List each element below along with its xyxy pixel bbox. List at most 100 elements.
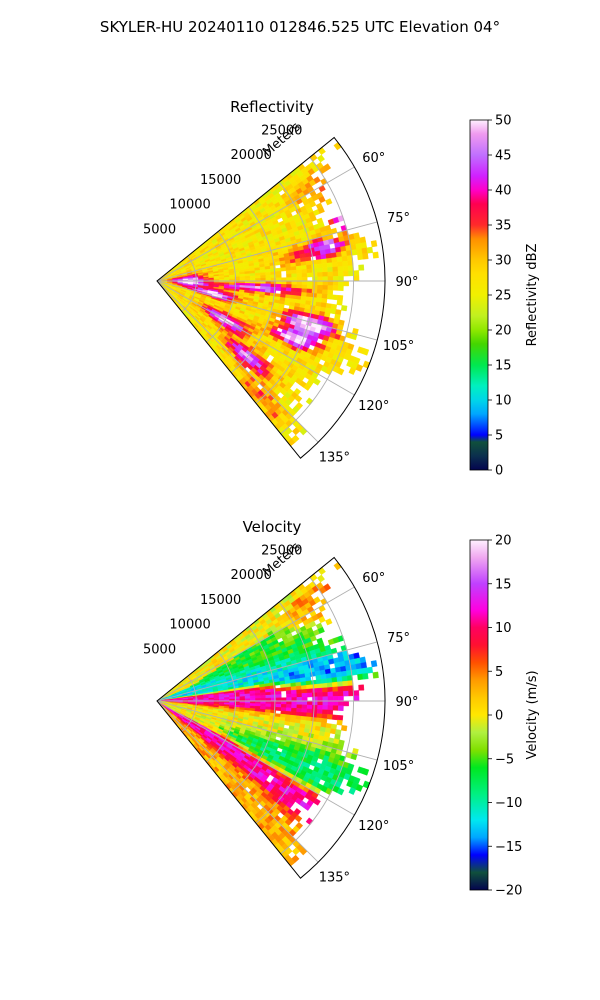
radar-cell <box>275 694 282 699</box>
range-tick-label: 5000 <box>143 642 176 657</box>
radar-cell <box>332 705 339 711</box>
colorbar-tick-label: 5 <box>495 665 503 680</box>
radar-cell <box>341 675 348 682</box>
colorbar-label: Reflectivity dBZ <box>525 244 540 347</box>
radar-cell <box>249 275 256 279</box>
radar-cell <box>322 687 329 693</box>
radar-cell <box>327 271 334 277</box>
angle-tick-label: 135° <box>319 870 350 885</box>
radar-cell <box>331 681 339 688</box>
radar-cell <box>336 719 343 726</box>
radar-cell <box>326 262 333 268</box>
radar-cell <box>284 301 291 306</box>
radar-cell <box>322 709 329 715</box>
radar-cell <box>284 721 291 726</box>
radar-cell <box>296 700 303 706</box>
radar-cell <box>306 284 313 290</box>
radar-cell <box>239 276 246 280</box>
radar-cell <box>331 714 339 721</box>
radar-cell <box>311 688 318 694</box>
radar-cell <box>317 692 324 698</box>
radar-cell <box>317 276 323 282</box>
radar-cell <box>291 693 298 698</box>
radar-cell <box>311 683 318 690</box>
colorbar-tick-label: 10 <box>495 621 512 636</box>
angle-tick-label: 75° <box>387 631 410 646</box>
radar-cell <box>265 703 272 708</box>
radar-cell <box>332 696 339 702</box>
radar-cell <box>275 280 282 285</box>
radar-cell <box>370 660 378 668</box>
radar-cell <box>337 270 344 277</box>
radar-cell <box>366 666 374 674</box>
radar-cell <box>296 693 303 698</box>
radar-cell <box>291 707 297 713</box>
radar-data-cells <box>156 141 379 447</box>
radar-cell <box>285 270 292 275</box>
radar-cell <box>317 567 326 576</box>
radar-cell <box>325 253 332 259</box>
radar-cell <box>321 293 328 300</box>
radar-cell <box>357 253 364 261</box>
radar-cell <box>301 280 308 286</box>
radar-cell <box>356 668 363 675</box>
radar-cell <box>306 700 313 706</box>
radar-cell <box>224 696 230 700</box>
radar-cell <box>306 704 313 710</box>
radar-cell <box>322 696 329 702</box>
radar-cell <box>332 276 339 282</box>
radar-cell <box>337 294 344 301</box>
radar-cell <box>265 271 272 276</box>
radar-cell <box>255 703 261 707</box>
radar-cell <box>353 275 360 282</box>
radar-cell <box>321 258 328 264</box>
radar-cell <box>291 269 297 275</box>
radar-cell <box>317 154 325 163</box>
radar-cell <box>326 682 333 688</box>
figure-suptitle: SKYLER-HU 20240110 012846.525 UTC Elevat… <box>100 18 500 36</box>
radar-cell <box>260 695 267 699</box>
radar-cell <box>300 261 307 267</box>
radar-cell <box>311 284 318 290</box>
radar-cell <box>327 705 334 711</box>
radar-cell <box>327 289 334 296</box>
radar-cell <box>301 685 308 690</box>
radar-cell <box>306 684 313 690</box>
radar-cell <box>337 686 344 692</box>
radar-cell <box>281 697 287 702</box>
radar-cell <box>301 284 308 290</box>
radar-cell <box>301 700 308 706</box>
radar-cell <box>280 284 287 289</box>
colorbar-tick-label: 0 <box>495 709 503 724</box>
radar-cell <box>296 280 303 286</box>
radar-cell <box>286 284 292 289</box>
colorbar-tick-label: −15 <box>495 840 522 855</box>
radar-cell <box>275 690 282 696</box>
radar-cell <box>281 280 287 285</box>
radar-cell <box>274 261 281 266</box>
radar-cell <box>321 678 328 684</box>
radar-cell <box>275 283 282 288</box>
radar-cell <box>335 671 343 678</box>
range-tick-label: 10000 <box>169 198 210 213</box>
radar-cell <box>316 263 323 269</box>
radar-cell <box>316 297 323 303</box>
radar-cell <box>316 709 323 715</box>
radar-cell <box>331 294 339 301</box>
radar-cell <box>312 280 318 286</box>
angle-tick-label: 120° <box>358 399 389 414</box>
colorbar-tick-label: 15 <box>495 359 512 374</box>
radar-cell <box>280 707 287 712</box>
radar-cell <box>275 267 282 272</box>
radar-cell <box>317 700 323 706</box>
radar-cell <box>275 703 282 708</box>
radar-cell <box>265 691 272 696</box>
radar-cell <box>342 265 349 272</box>
radar-cell <box>291 689 297 695</box>
radar-cell <box>306 692 313 698</box>
radar-cell <box>335 251 343 258</box>
radar-cell <box>301 288 308 294</box>
radar-cell <box>280 267 287 272</box>
radar-cell <box>311 268 318 274</box>
